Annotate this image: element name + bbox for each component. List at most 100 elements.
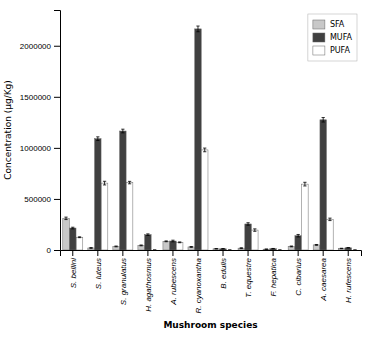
y-tick-mark: [54, 97, 60, 98]
x-tick: C. cibarius: [294, 250, 303, 296]
x-tick-label: T. equestre: [244, 257, 253, 297]
error-bar: [265, 249, 268, 250]
x-tick-mark: [298, 250, 299, 256]
error-bar: [178, 241, 181, 243]
x-axis-title: Mushroom species: [163, 320, 257, 330]
error-bar: [140, 244, 143, 246]
legend-label: MUFA: [330, 33, 353, 42]
x-tick-label: A. caesarea: [319, 257, 328, 301]
legend-frame: [308, 14, 357, 61]
bar: [352, 250, 358, 251]
bar: [151, 250, 157, 251]
x-tick: F. hepatica: [269, 250, 278, 297]
x-tick-label: S. luteus: [94, 258, 103, 289]
bar: [327, 219, 333, 250]
bar: [120, 131, 126, 250]
bar: [295, 236, 301, 250]
plot: 0500000100000015000002000000S. belliniS.…: [3, 11, 362, 331]
bar: [220, 249, 226, 250]
bar: [270, 249, 276, 250]
x-tick-label: C. cibarius: [294, 258, 303, 296]
y-axis-title: Concentration (µg/Kg): [3, 80, 13, 180]
bar: [238, 248, 244, 250]
x-tick-mark: [197, 250, 198, 256]
bar: [313, 245, 319, 250]
y-tick: 1500000: [20, 93, 60, 102]
error-bar: [340, 248, 343, 249]
y-tick-mark: [54, 46, 60, 47]
error-bar: [303, 182, 306, 186]
x-axis: S. belliniS. luteusS. granulatusH. agath…: [61, 250, 362, 314]
error-bar: [215, 248, 218, 249]
error-bar: [221, 248, 224, 249]
bar: [176, 242, 182, 250]
error-bar: [121, 129, 124, 133]
y-tick-label: 0: [47, 246, 52, 255]
bar: [201, 150, 207, 250]
legend: SFAMUFAPUFA: [308, 14, 357, 61]
y-tick-mark: [54, 148, 60, 149]
chart: 0500000100000015000002000000S. belliniS.…: [0, 0, 371, 348]
error-bar: [71, 227, 74, 229]
error-bar: [328, 218, 331, 220]
x-tick: A. rubescens: [169, 250, 178, 306]
error-bar: [190, 246, 193, 248]
bar: [63, 218, 69, 250]
bar: [170, 241, 176, 250]
error-bar: [353, 250, 356, 251]
error-bars-2: [78, 148, 357, 250]
bar: [145, 235, 151, 250]
x-tick-mark: [348, 250, 349, 256]
bar: [95, 139, 101, 250]
error-bar: [246, 223, 249, 225]
error-bar: [196, 26, 199, 32]
x-tick-mark: [273, 250, 274, 256]
series-2: [76, 150, 333, 250]
x-tick-mark: [97, 250, 98, 256]
error-bar: [253, 229, 256, 231]
error-bar: [240, 247, 243, 249]
bar: [288, 246, 294, 250]
bar: [163, 241, 169, 250]
legend-swatch: [313, 20, 325, 29]
x-tick-mark: [172, 250, 173, 256]
bar: [76, 237, 82, 250]
x-tick: B. edulis: [219, 250, 228, 289]
legend-swatch: [313, 33, 325, 42]
x-tick-mark: [147, 250, 148, 256]
error-bar: [64, 217, 67, 219]
error-bar: [278, 250, 281, 251]
legend-label: PUFA: [330, 46, 351, 55]
bar: [252, 230, 258, 250]
error-bar: [128, 181, 131, 183]
error-bar: [271, 248, 274, 249]
bar: [213, 249, 219, 250]
error-bar: [347, 247, 350, 248]
x-tick: H. agathosmus: [144, 250, 153, 312]
y-tick: 1000000: [20, 144, 60, 153]
bar: [263, 249, 269, 250]
series-1: [70, 29, 352, 250]
error-bar: [322, 118, 325, 122]
x-tick-label: S. granulatus: [119, 258, 128, 305]
error-bar: [297, 234, 300, 236]
bar: [88, 248, 94, 250]
x-tick-label: R. cyanoxantha: [194, 257, 203, 313]
y-tick-mark: [54, 199, 60, 200]
y-tick-label: 500000: [24, 195, 51, 204]
bar: [338, 248, 344, 250]
error-bar: [228, 250, 231, 251]
bar: [245, 224, 251, 250]
error-bar: [78, 236, 81, 238]
y-tick-label: 1500000: [20, 93, 52, 102]
error-bar: [103, 181, 106, 185]
y-tick-label: 1000000: [20, 144, 52, 153]
x-tick-mark: [122, 250, 123, 256]
x-tick-mark: [223, 250, 224, 256]
bar: [277, 250, 283, 251]
bar: [188, 247, 194, 250]
error-bar: [89, 247, 92, 249]
y-axis: 0500000100000015000002000000: [20, 11, 61, 256]
y-tick: 0: [47, 246, 60, 255]
x-tick-label: B. edulis: [219, 258, 228, 289]
